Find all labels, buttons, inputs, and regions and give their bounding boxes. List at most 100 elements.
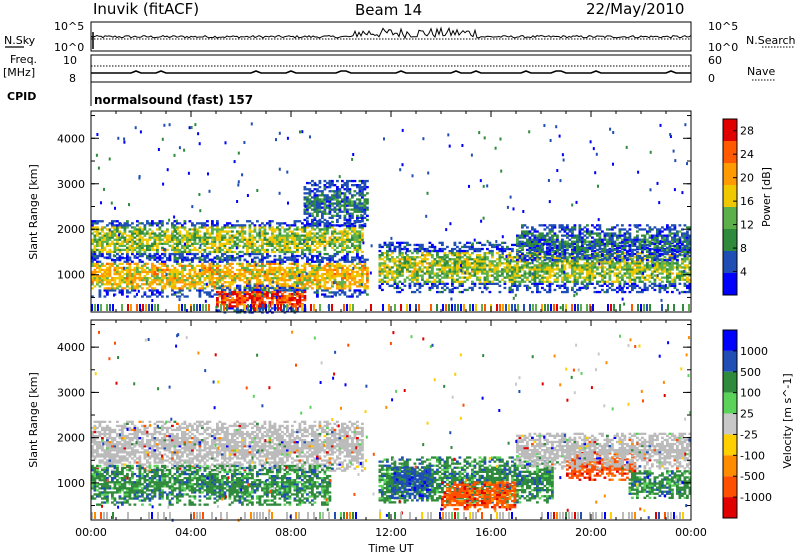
power-cell: [161, 248, 164, 252]
power-cell: [641, 290, 644, 294]
power-cell: [303, 287, 307, 290]
power-cell: [431, 254, 434, 257]
power-cell: [328, 295, 332, 298]
power-cell: [348, 264, 352, 267]
power-cell: [676, 266, 679, 269]
power-cell: [331, 240, 334, 243]
power-cell: [468, 266, 472, 269]
power-cell: [191, 268, 194, 272]
power-cell: [411, 290, 414, 294]
power-cell: [283, 222, 287, 225]
power-cell: [93, 234, 97, 237]
power-cell: [561, 234, 564, 237]
power-cell: [361, 232, 364, 235]
power-cell: [333, 236, 337, 239]
power-cell: [263, 264, 267, 267]
power-cell: [226, 222, 229, 225]
power-cell: [361, 277, 364, 280]
power-cell: [326, 226, 329, 229]
power-cell: [388, 243, 392, 247]
power-cell: [158, 240, 162, 243]
power-cell: [228, 287, 232, 290]
power-cell: [221, 270, 224, 274]
power-cell: [161, 295, 164, 298]
power-cell: [221, 277, 224, 280]
power-cell: [343, 260, 347, 263]
power-cell: [353, 281, 357, 284]
power-cell: [236, 232, 239, 235]
power-cell: [93, 254, 97, 258]
power-cell: [133, 240, 137, 243]
power-cell: [161, 234, 164, 237]
power-cell: [158, 293, 162, 296]
power-cell: [526, 278, 529, 281]
power-cell: [203, 283, 207, 286]
power-cell: [551, 246, 554, 249]
power-cell: [538, 248, 542, 252]
power-cell: [131, 246, 134, 249]
power-cell: [126, 220, 129, 223]
power-cell: [276, 283, 279, 286]
power-cell: [296, 254, 299, 258]
power-cell: [291, 262, 294, 265]
power-cell: [301, 279, 304, 282]
power-cell: [333, 224, 337, 227]
power-cell: [388, 270, 392, 273]
power-cell: [151, 287, 154, 290]
power-cell: [293, 224, 297, 227]
power-cell: [586, 232, 589, 235]
power-cell: [206, 240, 209, 243]
power-cell: [683, 272, 687, 275]
power-cell: [603, 244, 607, 247]
power-cell: [338, 236, 342, 239]
power-cell: [108, 272, 112, 276]
power-cell: [203, 222, 207, 225]
power-cell: [498, 260, 502, 263]
power-cell: [256, 250, 259, 254]
power-cell: [408, 256, 412, 259]
power-cell: [381, 282, 384, 285]
power-cell: [296, 250, 299, 254]
power-cell: [348, 220, 352, 223]
power-cell: [573, 280, 577, 283]
power-cell: [173, 248, 177, 252]
power-cell: [251, 277, 254, 280]
power-cell: [656, 266, 659, 269]
power-cell: [446, 245, 449, 249]
power-cell: [238, 272, 242, 276]
power-cell: [498, 270, 502, 273]
power-cell: [326, 268, 329, 272]
power-cell: [441, 268, 444, 271]
power-cell: [231, 246, 234, 249]
power-cell: [378, 286, 382, 290]
power-cell: [323, 238, 327, 241]
power-cell: [201, 289, 204, 292]
power-cell: [191, 224, 194, 227]
power-cell: [186, 232, 189, 235]
power-cell: [393, 278, 397, 281]
power-cell: [321, 272, 324, 276]
power-cell: [311, 248, 314, 252]
power-cell: [141, 232, 144, 235]
power-cell: [183, 268, 187, 272]
power-cell: [308, 272, 312, 276]
power-cell: [551, 250, 554, 254]
power-cell: [416, 270, 419, 273]
power-cell: [618, 270, 622, 273]
power-cell: [148, 222, 152, 225]
power-cell: [293, 244, 297, 247]
power-cell: [211, 281, 214, 284]
power-cell: [606, 260, 609, 263]
power-cell: [503, 282, 507, 285]
power-cell: [496, 274, 499, 277]
power-cell: [453, 254, 457, 257]
power-cell: [98, 264, 102, 267]
power-cell: [146, 272, 149, 276]
power-cell: [683, 260, 687, 263]
power-cell: [251, 264, 254, 267]
power-cell: [596, 238, 599, 241]
power-cell: [536, 230, 539, 233]
power-cell: [353, 236, 357, 239]
power-cell: [666, 262, 669, 265]
power-cell: [208, 295, 212, 298]
